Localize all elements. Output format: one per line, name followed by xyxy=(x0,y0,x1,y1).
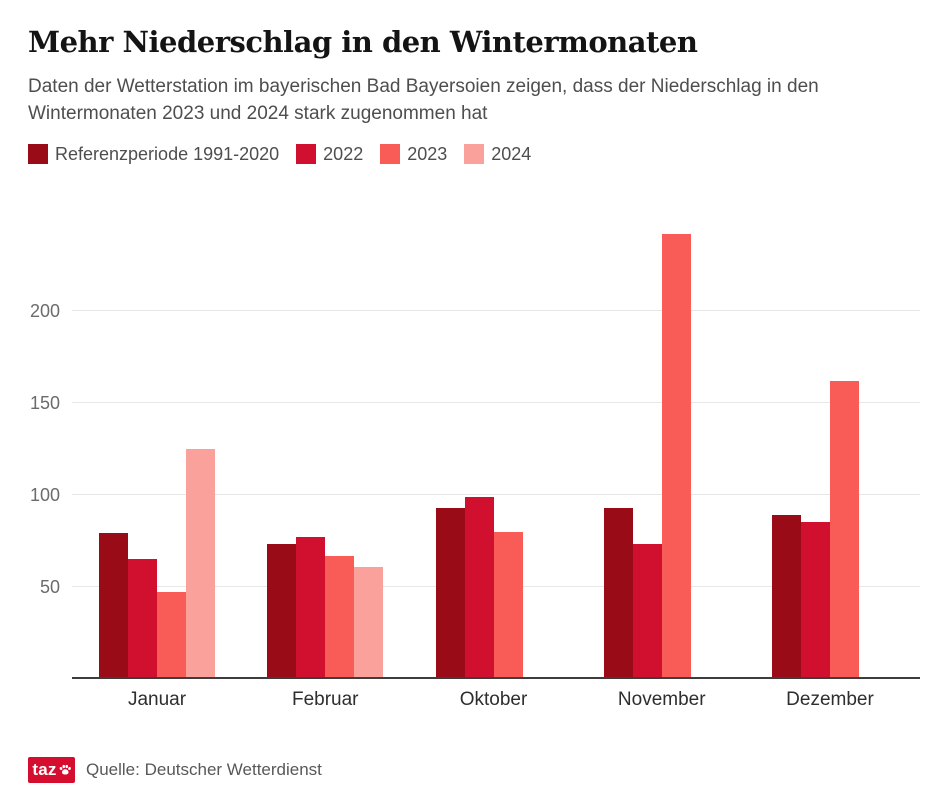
legend-swatch-2023 xyxy=(380,144,401,165)
bar-oktober-2023 xyxy=(493,531,523,679)
bar-februar-referenzperiode xyxy=(267,544,297,679)
taz-logo-text: taz xyxy=(32,759,57,779)
legend-swatch-2024 xyxy=(464,144,485,165)
plot-area: 50 100 150 200 xyxy=(30,208,920,679)
legend-swatch-referenzperiode xyxy=(28,144,48,165)
bar-februar-2023 xyxy=(325,555,355,679)
footer: taz Quelle: Deutscher Wetterdienst xyxy=(28,756,920,783)
y-tick-label-200: 200 xyxy=(29,300,60,321)
x-label-oktober: Oktober xyxy=(459,688,528,710)
bar-dezember-referenzperiode xyxy=(772,515,801,679)
bar-februar-2022 xyxy=(296,537,326,679)
bar-chart: 50 100 150 200 Januar Februar Oktober Novem… xyxy=(28,208,920,717)
x-label-februar: Februar xyxy=(291,688,359,710)
legend-item-2022: 2022 xyxy=(296,144,363,165)
bar-november-2022 xyxy=(632,544,662,679)
bar-januar-2022 xyxy=(128,559,157,679)
bar-oktober-2022 xyxy=(464,496,494,679)
legend-item-referenzperiode: Referenzperiode 1991-2020 xyxy=(28,144,279,165)
chart-legend: Referenzperiode 1991-2020 2022 2023 2024 xyxy=(28,144,920,165)
bar-november-2023 xyxy=(661,233,691,679)
legend-label: Referenzperiode 1991-2020 xyxy=(55,143,280,164)
bar-januar-2023 xyxy=(157,592,186,679)
taz-logo: taz xyxy=(28,756,75,783)
y-tick-label-50: 50 xyxy=(39,576,60,597)
gridline-150 xyxy=(72,401,920,403)
paw-icon xyxy=(59,764,71,775)
x-axis-line xyxy=(72,676,920,679)
bar-februar-2024 xyxy=(354,566,384,679)
legend-swatch-2022 xyxy=(296,144,317,165)
x-label-november: November xyxy=(617,688,706,710)
bar-november-referenzperiode xyxy=(603,507,633,679)
gridline-200 xyxy=(72,309,920,311)
chart-subtitle: Daten der Wetterstation im bayerischen B… xyxy=(28,76,819,124)
bar-dezember-2022 xyxy=(801,522,830,679)
x-axis-labels: Januar Februar Oktober November Dezember xyxy=(72,689,920,717)
gridline-100 xyxy=(72,493,920,495)
legend-label: 2024 xyxy=(491,143,532,164)
bar-dezember-2023 xyxy=(830,380,859,679)
y-tick-label-100: 100 xyxy=(29,484,60,505)
x-label-januar: Januar xyxy=(127,688,187,710)
bar-januar-2024 xyxy=(186,448,215,679)
source-text: Quelle: Deutscher Wetterdienst xyxy=(86,759,322,779)
bar-oktober-referenzperiode xyxy=(435,507,465,679)
x-label-dezember: Dezember xyxy=(786,688,874,710)
bar-januar-referenzperiode xyxy=(99,533,128,679)
legend-label: 2023 xyxy=(407,143,448,164)
y-tick-label-150: 150 xyxy=(29,392,60,413)
legend-label: 2022 xyxy=(323,143,364,164)
page-title: Mehr Niederschlag in den Wintermonaten xyxy=(28,25,698,59)
legend-item-2024: 2024 xyxy=(464,144,531,165)
legend-item-2023: 2023 xyxy=(380,144,447,165)
